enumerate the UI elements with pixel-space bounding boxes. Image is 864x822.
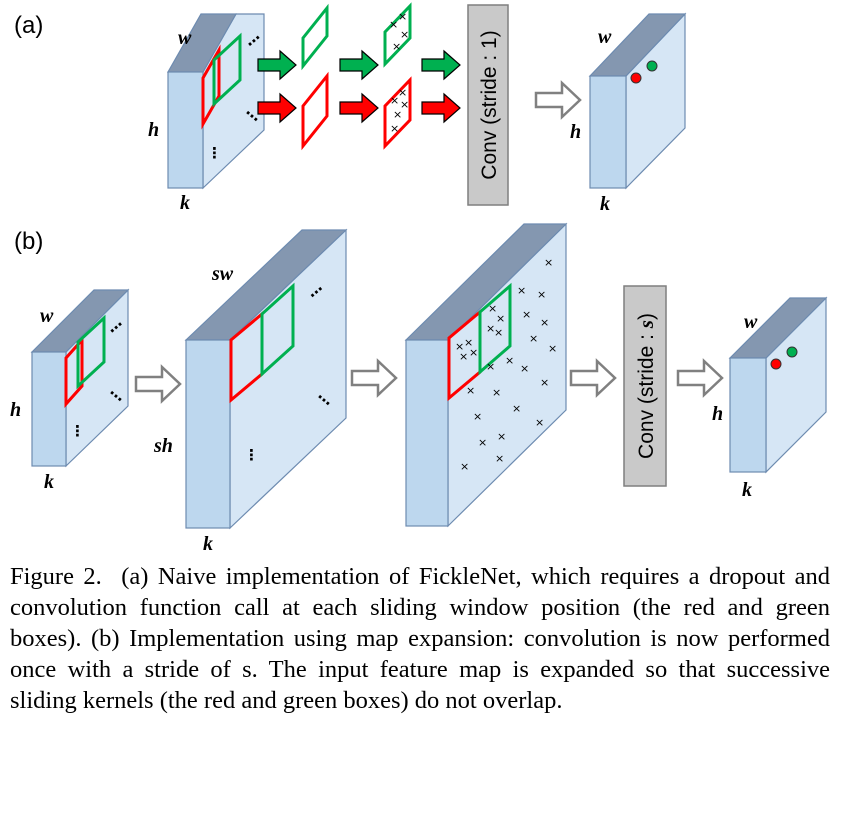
svg-text:×: × <box>486 360 495 373</box>
dim-sh: sh <box>153 435 173 457</box>
svg-text:×: × <box>469 346 478 359</box>
dim-w-b-in: w <box>40 305 54 327</box>
svg-text:×: × <box>486 322 495 335</box>
dim-h-b-in: h <box>10 399 21 421</box>
red-kernel-box <box>301 71 329 151</box>
svg-text:×: × <box>512 402 521 415</box>
green-output-dot <box>786 346 798 358</box>
conv-label-b: Conv (stride : s) <box>634 313 658 459</box>
dim-w-b-out: w <box>744 311 758 333</box>
svg-text:×: × <box>390 122 399 135</box>
svg-text:×: × <box>478 436 487 449</box>
hollow-arrow-icon <box>676 359 724 397</box>
green-window <box>478 282 512 376</box>
svg-text:×: × <box>455 340 464 353</box>
dim-k-a-in: k <box>180 192 190 214</box>
conv-box-a: Conv (stride : 1) <box>467 4 509 206</box>
svg-text:×: × <box>544 256 553 269</box>
svg-text:×: × <box>466 384 475 397</box>
svg-text:×: × <box>460 460 469 473</box>
svg-text:×: × <box>496 312 505 325</box>
output-feature-map-a <box>588 12 687 190</box>
svg-text:×: × <box>393 108 402 121</box>
svg-text:×: × <box>522 308 531 321</box>
dropout-feature-map: × ×× × ×××× ×× × ×××× × ××× × ××× ××××× <box>404 222 568 528</box>
dim-h-a-in: h <box>148 119 159 141</box>
svg-text:×: × <box>535 416 544 429</box>
hollow-arrow-icon <box>134 365 182 403</box>
red-arrow-icon <box>339 93 379 123</box>
figure-diagram: (a) ⋯ ⋯ ⋮ w h k ×××× ××××× Conv (stride … <box>10 2 828 555</box>
panel-b-label: (b) <box>14 228 43 255</box>
dim-k-b-exp: k <box>203 533 213 555</box>
svg-text:×: × <box>400 98 409 111</box>
svg-text:×: × <box>548 342 557 355</box>
green-arrow-icon <box>421 50 461 80</box>
svg-text:×: × <box>398 86 407 99</box>
conv-label-a: Conv (stride : 1) <box>478 30 501 179</box>
green-window <box>76 314 106 390</box>
svg-text:×: × <box>390 94 399 107</box>
caption-figure-label: Figure 2. <box>10 563 102 590</box>
dim-sw: sw <box>211 263 234 285</box>
svg-text:×: × <box>540 376 549 389</box>
green-output-dot <box>646 60 658 72</box>
svg-text:×: × <box>464 336 473 349</box>
figure-caption: Figure 2. (a) Naive implementation of Fi… <box>10 561 830 716</box>
dim-k-a-out: k <box>600 193 610 215</box>
dim-k-b-in: k <box>44 471 54 493</box>
green-dropout-box <box>383 2 412 68</box>
svg-text:×: × <box>497 430 506 443</box>
green-kernel-box <box>301 3 329 71</box>
input-feature-map-b: ⋯ ⋯ ⋮ <box>30 288 130 468</box>
svg-text:×: × <box>488 302 497 315</box>
svg-text:×: × <box>494 326 503 339</box>
expanded-feature-map: ⋯ ⋯ ⋮ <box>184 228 348 530</box>
svg-text:×: × <box>400 28 409 41</box>
green-window <box>260 282 295 378</box>
output-feature-map-b <box>728 296 828 474</box>
conv-box-b: Conv (stride : s) <box>623 285 667 487</box>
svg-text:×: × <box>505 354 514 367</box>
dim-w-a-out: w <box>598 26 612 48</box>
svg-text:×: × <box>529 332 538 345</box>
svg-text:⋮: ⋮ <box>207 144 222 162</box>
svg-text:×: × <box>517 284 526 297</box>
dim-k-b-out: k <box>742 479 752 501</box>
caption-text: (a) Naive implementation of FickleNet, w… <box>10 563 830 714</box>
svg-text:×: × <box>537 288 546 301</box>
panel-a-label: (a) <box>14 12 43 39</box>
svg-text:×: × <box>459 350 468 363</box>
hollow-arrow-icon <box>534 81 582 119</box>
dim-h-a-out: h <box>570 121 581 143</box>
svg-text:×: × <box>540 316 549 329</box>
svg-text:×: × <box>389 18 398 31</box>
red-dropout-box <box>383 76 412 150</box>
svg-text:×: × <box>398 10 407 23</box>
hollow-arrow-icon <box>350 359 398 397</box>
red-arrow-icon <box>421 93 461 123</box>
svg-text:×: × <box>392 40 401 53</box>
svg-text:×: × <box>473 410 482 423</box>
red-output-dot <box>630 72 642 84</box>
dim-w-a-in: w <box>178 27 192 49</box>
green-window <box>212 32 242 108</box>
svg-text:×: × <box>520 362 529 375</box>
red-output-dot <box>770 358 782 370</box>
svg-text:⋮: ⋮ <box>70 422 85 440</box>
green-arrow-icon <box>339 50 379 80</box>
svg-text:⋮: ⋮ <box>244 446 259 464</box>
svg-text:×: × <box>492 386 501 399</box>
hollow-arrow-icon <box>569 359 617 397</box>
svg-text:×: × <box>495 452 504 465</box>
dim-h-b-out: h <box>712 403 723 425</box>
